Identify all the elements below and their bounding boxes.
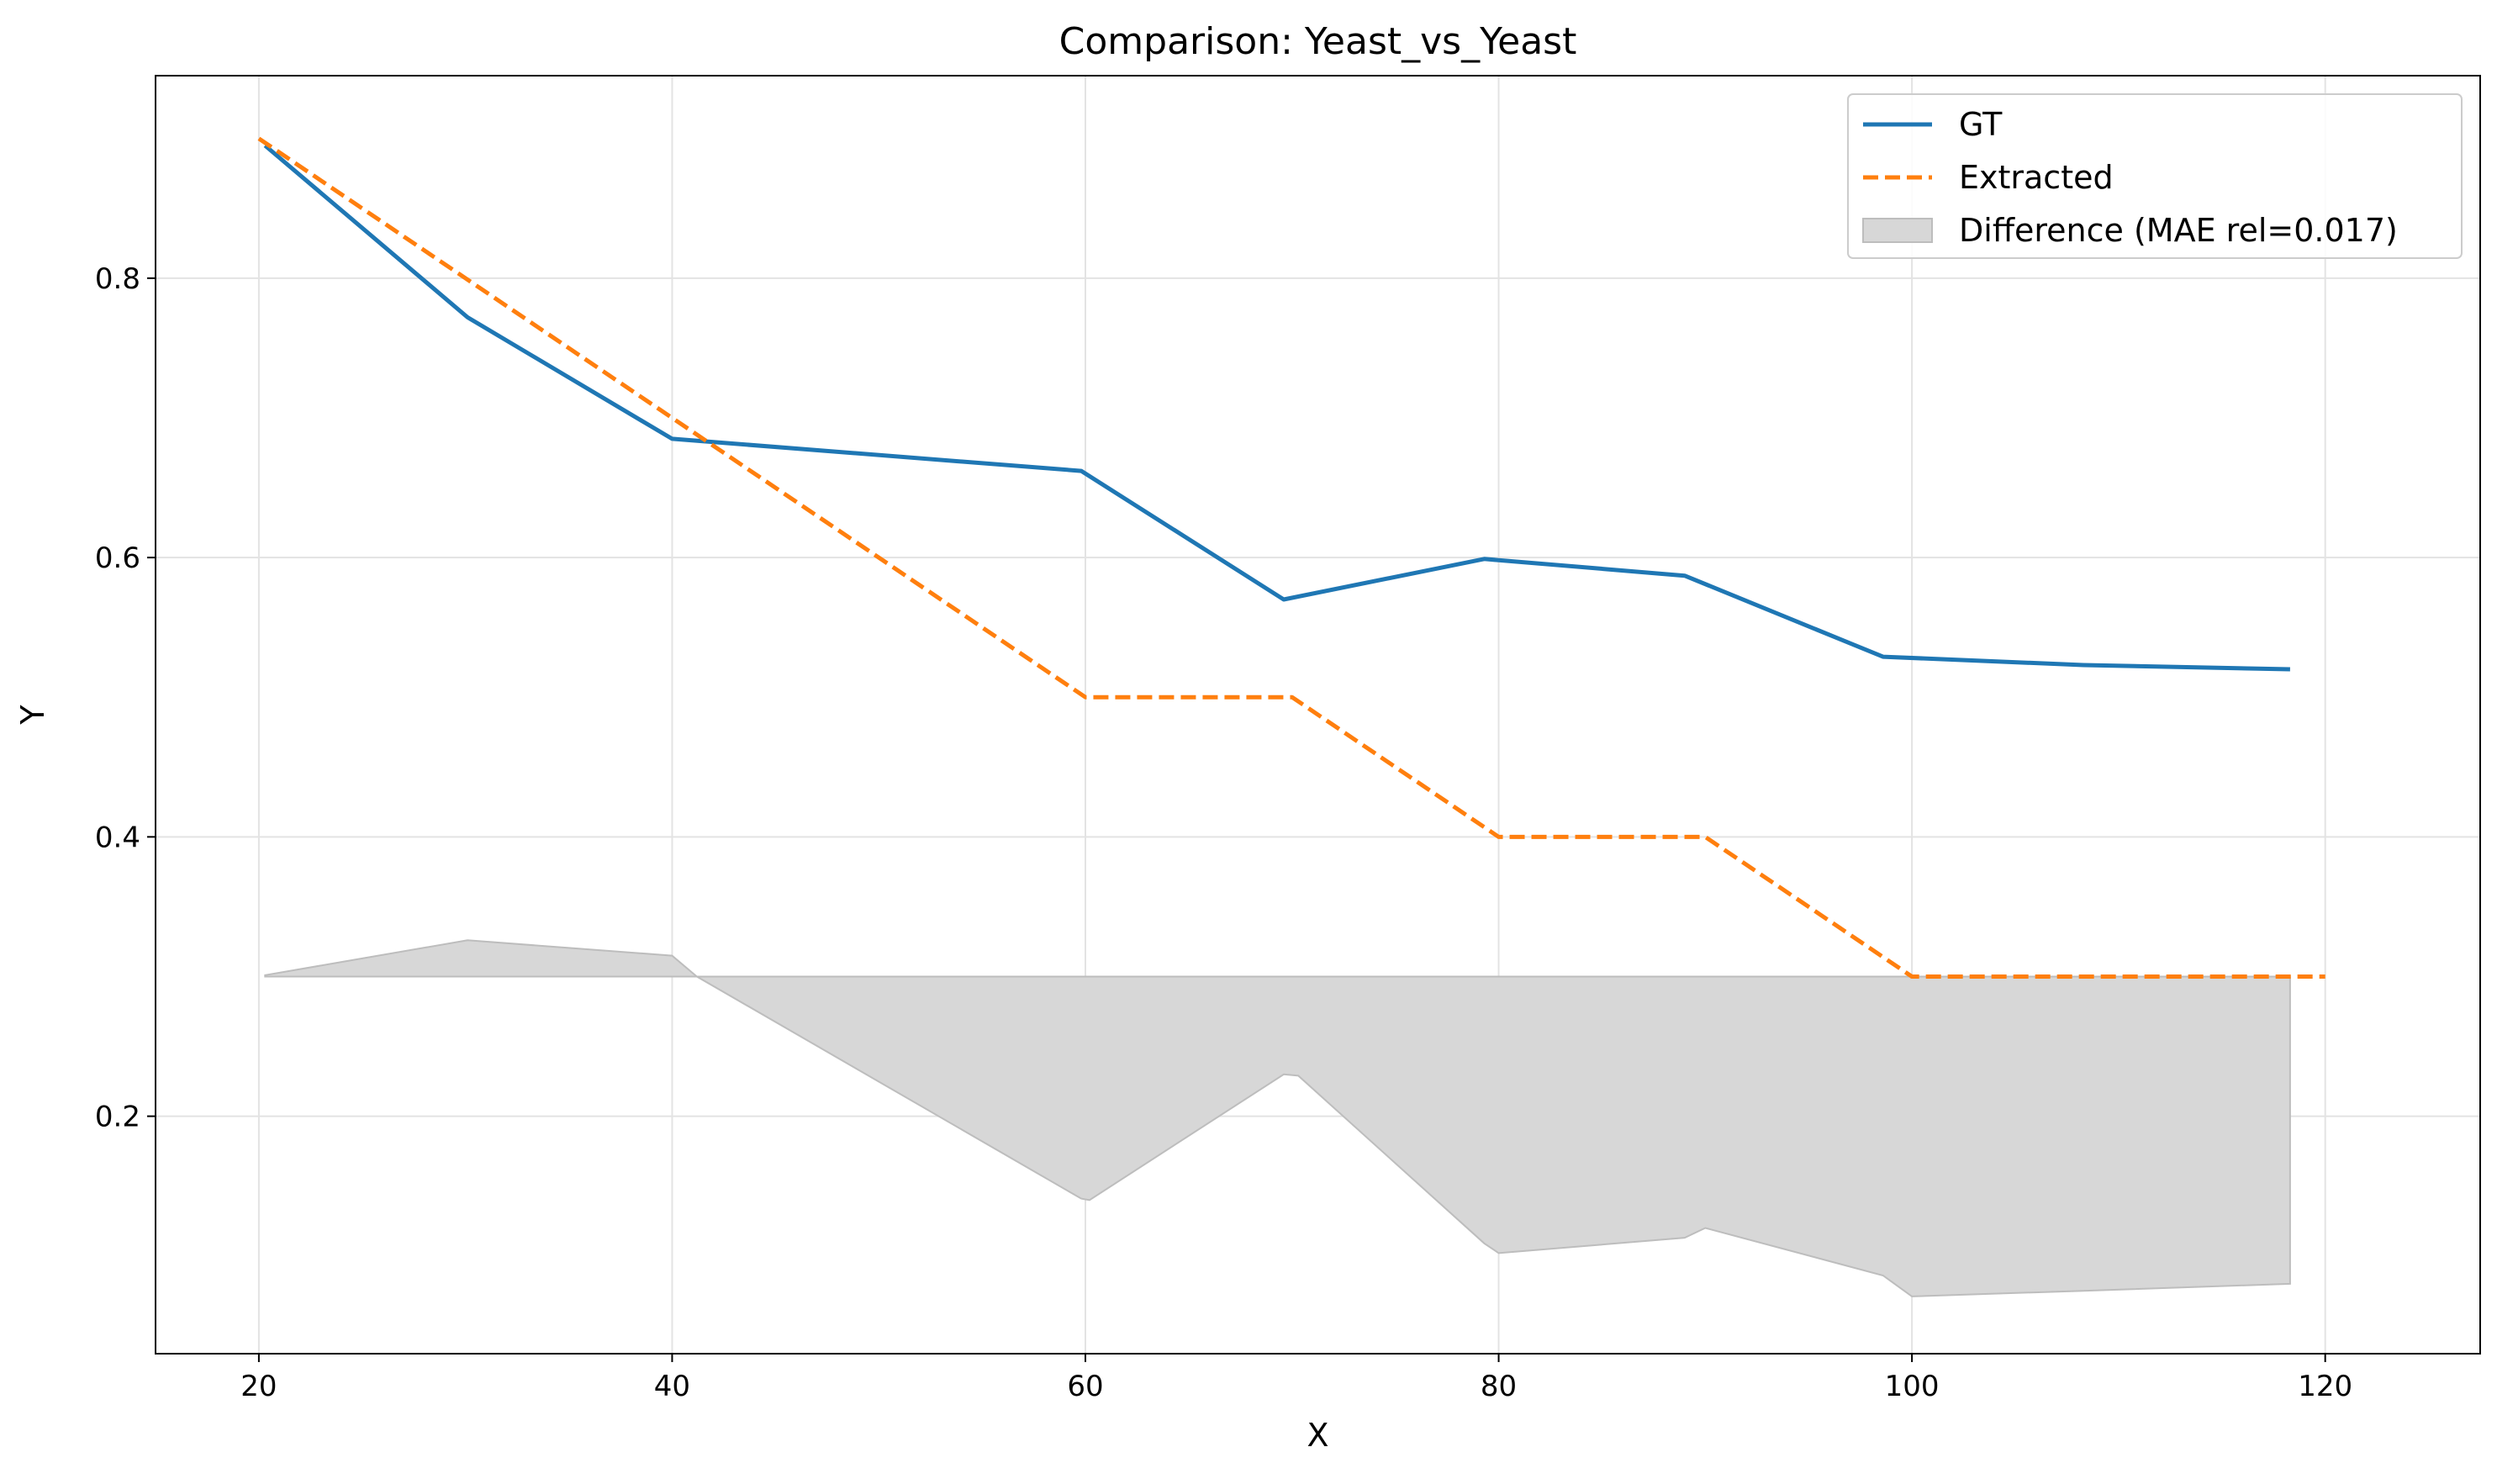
plot-frame bbox=[155, 75, 2481, 1355]
x-tick-label: 120 bbox=[2298, 1370, 2352, 1403]
legend-difference-label: Difference (MAE rel=0.017) bbox=[1959, 212, 2398, 249]
series-layer bbox=[257, 136, 2325, 979]
gt-series-line bbox=[263, 144, 2290, 672]
x-tick-label: 20 bbox=[240, 1370, 277, 1403]
x-axis-label: X bbox=[1307, 1417, 1328, 1454]
y-tick-label: 0.6 bbox=[95, 541, 140, 575]
difference-area bbox=[264, 939, 2291, 1297]
axis-ticks: 20 40 60 80 100 120 0.2 0.4 0.6 0.8 bbox=[95, 262, 2352, 1403]
legend-box bbox=[1847, 93, 2463, 259]
x-tick-label: 100 bbox=[1885, 1370, 1940, 1403]
y-axis-label: Y bbox=[14, 705, 51, 726]
y-tick-label: 0.8 bbox=[95, 262, 140, 296]
legend-difference-swatch bbox=[1862, 218, 1933, 243]
x-tick-label: 80 bbox=[1481, 1370, 1517, 1403]
legend: GT Extracted Difference (MAE rel=0.017) bbox=[1847, 93, 2463, 259]
x-tick-label: 60 bbox=[1067, 1370, 1103, 1403]
chart-title: Comparison: Yeast_vs_Yeast bbox=[1059, 20, 1577, 63]
legend-gt-label: GT bbox=[1959, 106, 2003, 143]
y-tick-label: 0.2 bbox=[95, 1101, 140, 1134]
extracted-series-line bbox=[257, 136, 2325, 979]
y-tick-label: 0.4 bbox=[95, 821, 140, 854]
x-tick-label: 40 bbox=[654, 1370, 690, 1403]
legend-extracted-label: Extracted bbox=[1959, 159, 2114, 196]
difference-band-layer bbox=[264, 939, 2291, 1297]
